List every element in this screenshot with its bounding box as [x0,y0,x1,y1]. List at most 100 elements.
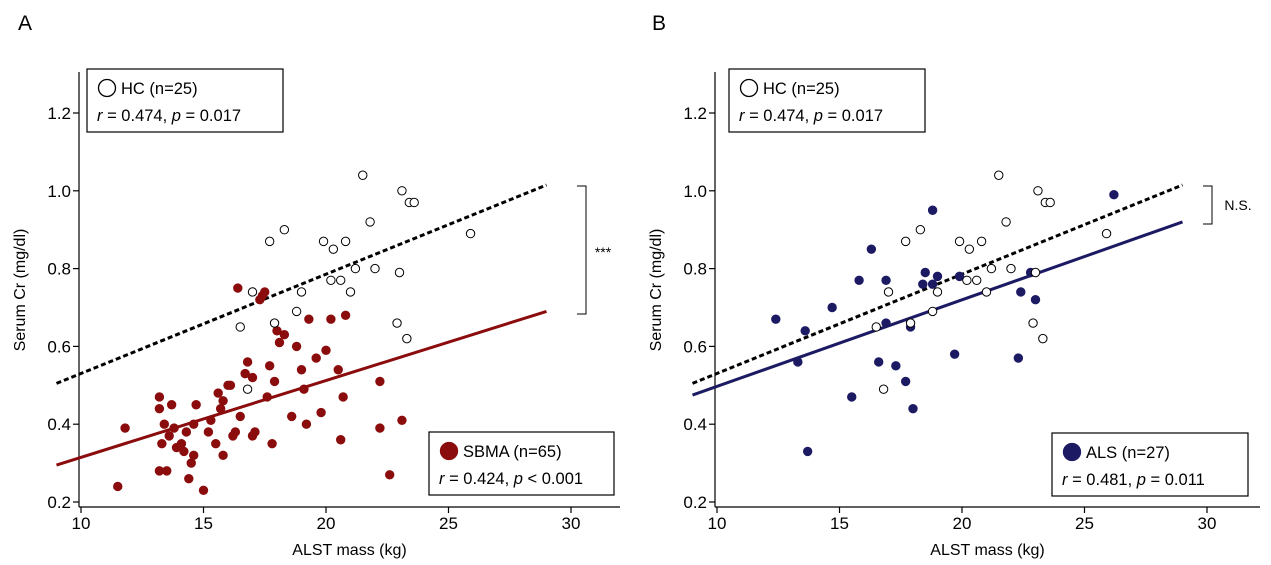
patient-point [162,466,172,476]
patient-point [176,438,187,449]
patient-point [179,446,189,457]
hc-point [328,244,339,254]
patient-point [340,310,351,320]
legend-marker [97,78,117,98]
hc-point [994,170,1004,180]
hc-point [954,236,965,247]
legend-sbma: SBMA (n=65) r = 0.424, p < 0.001 [428,431,615,496]
x-tick-label: 10 [72,514,91,533]
legend-stats: r = 0.474, p = 0.017 [97,107,241,125]
patient-point [250,427,260,437]
y-tick-label: 0.8 [47,260,71,279]
patient-point [321,345,331,355]
patient-point [333,365,343,375]
hc-point [962,275,972,285]
patient-point [1013,353,1024,363]
patient-point [874,357,884,367]
patient-point [184,473,194,484]
hc-point [296,287,307,297]
patient-point [218,396,228,406]
hc-point [397,186,407,196]
patient-point [891,361,901,371]
patient-point [203,427,214,437]
legend-series-name: HC (n=25) [763,80,840,98]
hc-point [1028,318,1038,328]
hc-point [235,322,245,332]
patient-point [771,314,781,324]
legend-stats: r = 0.481, p = 0.011 [1062,471,1205,489]
patient-fit-line [692,220,1183,397]
legend-box [86,68,284,133]
patient-point [847,392,857,402]
hc-point [1101,228,1112,239]
patient-point [279,330,290,340]
patient-point [154,403,165,414]
patient-point [827,302,837,313]
y-tick-label: 0.8 [683,260,707,279]
y-axis-title: Serum Cr (mg/dl) [12,229,29,352]
x-tick-label: 25 [1075,514,1094,533]
patient-point [304,314,314,324]
hc-point [976,236,987,247]
hc-point [1001,217,1011,227]
patient-point [260,287,270,297]
hc-point [883,287,894,297]
patient-point [215,403,226,414]
patient-point [385,470,395,480]
hc-point [269,318,280,328]
patient-point [1109,189,1119,200]
y-axis-title: Serum Cr (mg/dl) [648,229,665,352]
legend-box [428,431,615,496]
hc-point [318,236,329,247]
significance-label: *** [595,244,612,260]
y-tick-label: 1.2 [47,104,71,123]
significance-label: N.S. [1224,197,1251,213]
patient-point [1016,287,1026,297]
patient-point [900,376,911,387]
legend-box [1051,432,1249,497]
hc-point [247,287,258,297]
patient-point [233,283,243,293]
hc-point [981,287,992,297]
patient-point [242,357,253,367]
hc-point [1006,263,1016,274]
y-tick-label: 0.4 [47,415,71,434]
x-tick-label: 30 [1198,514,1217,533]
patient-point [311,353,321,363]
legend-series-name: HC (n=25) [121,80,198,98]
x-tick-label: 30 [562,514,581,533]
patient-point [881,318,891,328]
y-tick-label: 1.2 [683,104,707,123]
patient-point [338,392,348,402]
patient-point [264,361,275,371]
patient-point [211,438,221,449]
patient-point [191,400,201,410]
panel-a: A 0.2 0.4 0.6 0.8 1.0 1.2 10 15 20 25 30 ALST mass (… [12,12,620,559]
patient-point [225,380,236,390]
patient-point [802,446,813,457]
patient-point [269,376,280,387]
y-tick-label: 0.2 [47,493,71,512]
patient-point [235,411,245,422]
hc-point [905,318,916,328]
patient-point [296,365,307,375]
x-tick-label: 10 [708,514,727,533]
hc-point [264,236,275,247]
patient-point [920,267,930,278]
hc-point [932,287,943,297]
hc-point [392,318,402,328]
patient-point [881,275,891,285]
patient-point [186,458,196,468]
hc-point [370,263,380,274]
patient-point [230,427,241,437]
hc-point [1045,197,1055,208]
x-tick-label: 15 [194,514,213,533]
legend-als: ALS (n=27) r = 0.481, p = 0.011 [1051,432,1249,497]
hc-point [1033,186,1043,196]
patient-point [336,435,346,445]
legend-marker [1062,442,1082,462]
patient-point [326,314,336,324]
patient-point [301,419,312,429]
hc-point [345,287,356,297]
hc-point [915,225,926,235]
